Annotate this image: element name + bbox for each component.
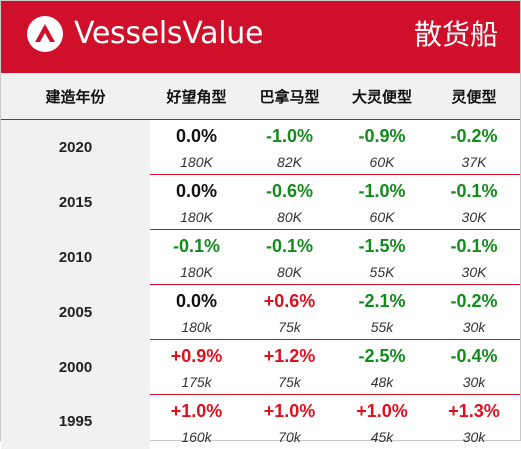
column-header-capesize: 好望角型 [150,73,243,120]
vessel-size-cell: 37K [428,150,520,175]
build-year-cell: 2010 [1,230,150,285]
value-change-cell: -0.1% [243,230,336,261]
table-row: 1995 +1.0% +1.0% +1.0% +1.3% [1,395,520,426]
table-row: 2015 0.0% -0.6% -1.0% -0.1% [1,175,520,206]
build-year-cell: 2005 [1,285,150,340]
value-change-cell: +1.3% [428,395,520,426]
vessel-size-cell: 30k [428,315,520,340]
build-year-cell: 2000 [1,340,150,395]
vessel-size-cell: 180K [150,150,243,175]
value-change-cell: -0.6% [243,175,336,206]
vessel-size-cell: 160k [150,425,243,449]
value-change-cell: -0.9% [336,120,428,151]
value-change-cell: 0.0% [150,285,243,316]
value-change-cell: +0.9% [150,340,243,371]
vessel-size-cell: 180k [150,315,243,340]
table-row: 2000 +0.9% +1.2% -2.5% -0.4% [1,340,520,371]
vessel-size-cell: 30k [428,425,520,449]
value-change-cell: +1.0% [150,395,243,426]
vessel-size-cell: 175k [150,370,243,395]
brand-name: VesselsValue [74,14,263,54]
column-header-panamax: 巴拿马型 [243,73,336,120]
value-change-cell: -0.2% [428,285,520,316]
column-header-handysize: 灵便型 [428,73,520,120]
vessel-size-cell: 30K [428,260,520,285]
build-year-cell: 2020 [1,120,150,175]
value-change-cell: 0.0% [150,175,243,206]
value-change-cell: -0.4% [428,340,520,371]
value-change-cell: -1.0% [243,120,336,151]
header-bar: VesselsValue 散货船 [1,1,520,73]
value-change-cell: -2.5% [336,340,428,371]
vessel-size-cell: 45k [336,425,428,449]
vessel-size-cell: 60K [336,150,428,175]
vessel-size-cell: 55K [336,260,428,285]
vessel-size-cell: 75k [243,370,336,395]
value-change-cell: -0.2% [428,120,520,151]
column-header-build-year: 建造年份 [1,73,150,120]
vessel-size-cell: 30k [428,370,520,395]
value-change-cell: -1.5% [336,230,428,261]
vessel-size-cell: 60K [336,205,428,230]
value-change-cell: -0.1% [428,175,520,206]
vessel-size-cell: 55k [336,315,428,340]
value-change-cell: -1.0% [336,175,428,206]
vessel-size-cell: 82K [243,150,336,175]
table-header-row: 建造年份 好望角型 巴拿马型 大灵便型 灵便型 [1,73,520,120]
vessel-category-title: 散货船 [414,15,498,55]
vessel-size-cell: 180K [150,205,243,230]
value-change-cell: +1.0% [243,395,336,426]
vessel-size-cell: 75k [243,315,336,340]
value-change-cell: -0.1% [150,230,243,261]
value-change-cell: +1.2% [243,340,336,371]
value-change-table: 建造年份 好望角型 巴拿马型 大灵便型 灵便型 2020 0.0% -1.0% … [1,73,520,449]
value-change-cell: 0.0% [150,120,243,151]
vessel-size-cell: 80K [243,260,336,285]
vessel-size-cell: 30K [428,205,520,230]
value-change-cell: +0.6% [243,285,336,316]
value-change-cell: -0.1% [428,230,520,261]
value-change-cell: +1.0% [336,395,428,426]
vessel-size-cell: 180K [150,260,243,285]
table-row: 2020 0.0% -1.0% -0.9% -0.2% [1,120,520,151]
table-row: 2005 0.0% +0.6% -2.1% -0.2% [1,285,520,316]
column-header-supramax: 大灵便型 [336,73,428,120]
build-year-cell: 2015 [1,175,150,230]
vessel-size-cell: 80K [243,205,336,230]
vesselsvalue-logo-icon [26,15,64,53]
value-change-cell: -2.1% [336,285,428,316]
vessel-size-cell: 70k [243,425,336,449]
table-row: 2010 -0.1% -0.1% -1.5% -0.1% [1,230,520,261]
vessel-size-cell: 48k [336,370,428,395]
